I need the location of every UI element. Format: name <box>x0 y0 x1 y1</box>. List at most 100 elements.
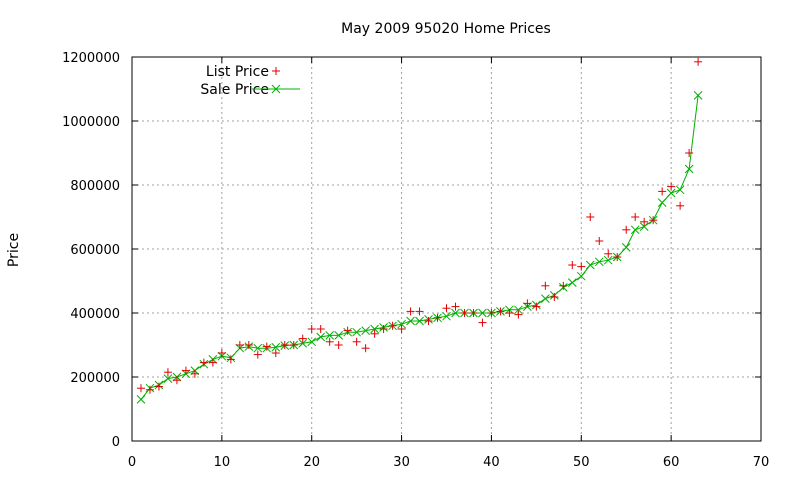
list-price-point <box>577 262 586 271</box>
y-tick-label: 0 <box>112 435 120 450</box>
sale-price-point <box>567 278 577 287</box>
sale-price-point <box>576 271 586 281</box>
list-price-point <box>298 334 307 343</box>
list-price-point <box>262 342 271 351</box>
list-price-point <box>505 309 514 317</box>
sale-price-point <box>478 308 487 318</box>
list-price-point <box>289 341 298 349</box>
list-price-point <box>226 355 235 364</box>
list-price-point <box>460 309 469 317</box>
sale-price-point <box>298 339 308 348</box>
sale-price-point <box>540 294 550 303</box>
sale-price-point <box>657 198 667 207</box>
x-tick-label: 20 <box>303 455 320 470</box>
x-axis: 0 10 20 30 40 50 60 70 <box>128 57 769 470</box>
sale-price-point <box>163 374 173 383</box>
x-tick-label: 10 <box>214 455 231 470</box>
list-price-point <box>208 358 217 367</box>
list-price-point <box>613 253 622 261</box>
list-price-point <box>343 326 352 335</box>
list-price-point <box>649 216 658 225</box>
list-price-point <box>352 337 361 346</box>
list-price-point <box>469 309 478 317</box>
chart-title: May 2009 95020 Home Prices <box>341 21 551 37</box>
legend-marker-list-price <box>272 67 280 75</box>
list-price-point <box>271 349 280 357</box>
x-tick-label: 0 <box>128 455 136 470</box>
legend-label-list-price: List Price <box>206 64 269 80</box>
grid <box>132 57 761 441</box>
x-tick-label: 30 <box>393 455 410 470</box>
list-price-point <box>532 302 541 311</box>
x-tick-label: 70 <box>753 455 770 470</box>
sale-price-point <box>585 260 595 270</box>
list-price-point <box>694 57 703 66</box>
list-price-point <box>541 281 550 290</box>
sale-price-point <box>316 332 326 342</box>
x-tick-label: 60 <box>663 455 680 470</box>
list-price-point <box>244 341 253 349</box>
list-price-point <box>433 313 442 322</box>
list-price-point <box>136 384 145 393</box>
sale-price-point <box>442 311 451 321</box>
list-price-point <box>163 368 172 377</box>
list-price-point <box>586 213 595 221</box>
list-price-point <box>406 307 415 316</box>
list-price-point <box>568 261 577 269</box>
x-tick-label: 40 <box>483 455 500 470</box>
list-price-point <box>154 382 163 391</box>
list-price-point <box>514 310 523 319</box>
sale-price-point <box>352 327 361 337</box>
sale-price-point <box>334 331 344 340</box>
list-price-point <box>667 182 676 191</box>
list-price-point <box>676 201 685 210</box>
list-price-point <box>316 325 325 333</box>
legend-marker-sale-price <box>271 84 281 94</box>
list-price-point <box>253 350 262 359</box>
list-price-point <box>559 281 568 290</box>
sale-price-point <box>325 331 335 340</box>
list-price-point <box>622 225 631 234</box>
y-tick-label: 1000000 <box>62 115 120 130</box>
legend: List Price Sale Price <box>200 64 300 98</box>
list-price-point <box>451 302 460 311</box>
sale-price-point <box>451 308 460 318</box>
list-price-point <box>487 309 496 317</box>
sale-price-point <box>630 225 640 235</box>
sale-price-point <box>415 316 424 326</box>
list-price-point <box>478 318 487 327</box>
y-axis-label: Price <box>6 233 22 267</box>
list-price-point <box>388 321 397 330</box>
list-price-point <box>595 237 604 245</box>
list-price-point <box>379 325 388 333</box>
y-tick-label: 1200000 <box>62 51 120 66</box>
list-price-point <box>145 385 154 394</box>
sale-price-point <box>675 185 685 195</box>
list-price-point <box>496 307 505 316</box>
list-price-point <box>307 325 316 333</box>
sale-price-point <box>253 343 263 353</box>
list-price-point <box>415 307 424 316</box>
list-price-point <box>181 366 190 375</box>
sale-price-point <box>684 164 694 174</box>
list-price-point <box>424 317 433 325</box>
y-tick-label: 800000 <box>70 179 120 194</box>
list-price-point <box>217 349 226 357</box>
list-price-point <box>442 304 451 313</box>
list-price-point <box>550 293 559 301</box>
sale-price-point <box>307 337 317 347</box>
list-price-point <box>199 358 208 367</box>
sale-price-point <box>136 395 146 404</box>
y-tick-label: 600000 <box>70 243 120 258</box>
list-price-point <box>397 325 406 333</box>
list-price-point <box>190 369 199 378</box>
sale-price-point <box>514 305 523 315</box>
sale-price-point <box>594 257 604 267</box>
list-price-point <box>604 249 613 258</box>
sale-price-point <box>666 188 676 198</box>
list-price-point <box>280 341 289 349</box>
list-price-point <box>361 344 370 353</box>
list-price-point <box>640 217 649 226</box>
list-price-point <box>325 337 334 346</box>
